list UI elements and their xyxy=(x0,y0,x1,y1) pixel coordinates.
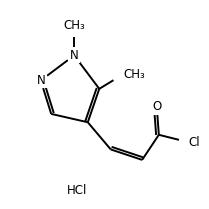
Text: N: N xyxy=(70,49,79,62)
Text: CH₃: CH₃ xyxy=(63,19,85,32)
Text: O: O xyxy=(152,100,161,113)
Text: CH₃: CH₃ xyxy=(123,68,145,81)
Text: N: N xyxy=(36,74,45,87)
Text: Cl: Cl xyxy=(188,136,200,149)
Text: HCl: HCl xyxy=(67,184,88,197)
